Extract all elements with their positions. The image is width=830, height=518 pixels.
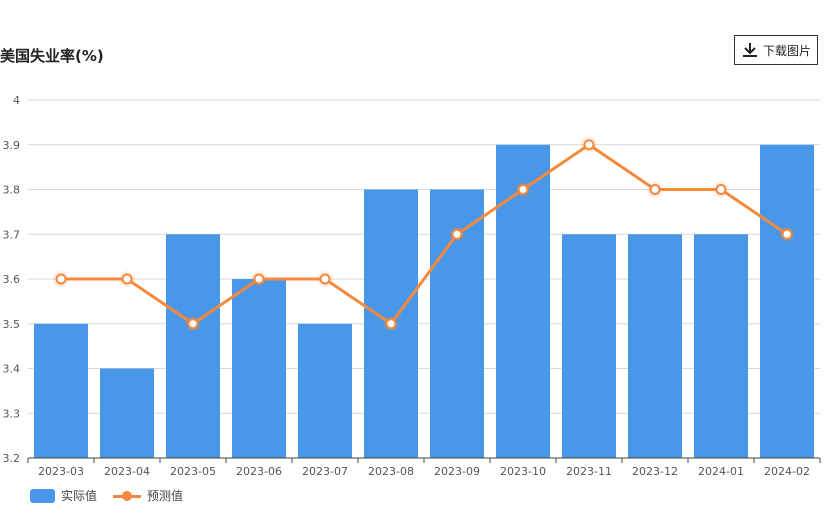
x-tick-label: 2023-12 [632,465,678,478]
x-tick-label: 2023-05 [170,465,216,478]
x-tick-label: 2024-02 [764,465,810,478]
legend-item-actual[interactable]: 实际值 [30,487,97,504]
forecast-point [55,273,67,285]
forecast-point [187,318,199,330]
forecast-point [385,318,397,330]
chart-legend: 实际值 预测值 [30,487,199,504]
download-image-button[interactable]: 下载图片 [734,35,818,65]
y-tick-label: 3.8 [3,184,21,197]
bar-actual [100,368,154,458]
y-tick-label: 4 [13,94,20,107]
download-icon [742,43,757,57]
x-tick-label: 2023-04 [104,465,150,478]
x-tick-label: 2023-06 [236,465,282,478]
forecast-point [715,184,727,195]
legend-swatch-actual [30,488,55,503]
forecast-point [253,273,265,285]
y-tick-label: 3.2 [3,452,21,465]
forecast-point [451,228,463,240]
legend-swatch-forecast [113,489,142,503]
bar-actual [496,144,550,458]
download-label: 下载图片 [762,43,811,58]
bar-actual [760,144,814,458]
chart-plot: 3.2 3.3 3.4 3.5 3.6 3.7 3.8 3.9 4 2023-03 2023-04 2… [3,94,821,478]
bar-actual [298,323,352,458]
forecast-point [319,273,331,285]
legend-label-forecast: 预测值 [147,489,184,503]
x-tick-label: 2023-03 [38,465,84,478]
bar-actual [628,234,682,458]
bar-actual [562,234,616,458]
x-tick-label: 2023-07 [302,465,348,478]
forecast-point [121,273,133,285]
y-tick-label: 3.7 [3,228,21,241]
forecast-line [61,143,788,326]
bar-actual [166,234,220,458]
legend-label-actual: 实际值 [61,489,98,503]
forecast-point [781,228,793,240]
x-tick-label: 2024-01 [698,465,744,478]
y-tick-label: 3.3 [3,407,21,420]
x-tick-label: 2023-09 [434,465,480,478]
forecast-point [517,184,529,195]
bar-actual [34,323,88,458]
y-tick-label: 3.4 [3,363,21,376]
y-tick-label: 3.9 [3,139,21,152]
y-tick-label: 3.6 [3,273,21,286]
x-tick-label: 2023-11 [566,465,612,478]
bar-actual [232,279,286,458]
chart-title: 美国失业率(%) [0,47,104,65]
forecast-point [583,139,595,151]
x-tick-label: 2023-10 [500,465,546,478]
legend-item-forecast[interactable]: 预测值 [113,487,183,504]
y-tick-label: 3.5 [3,318,21,331]
forecast-point [649,184,661,195]
bar-actual [694,234,748,458]
x-tick-label: 2023-08 [368,465,414,478]
